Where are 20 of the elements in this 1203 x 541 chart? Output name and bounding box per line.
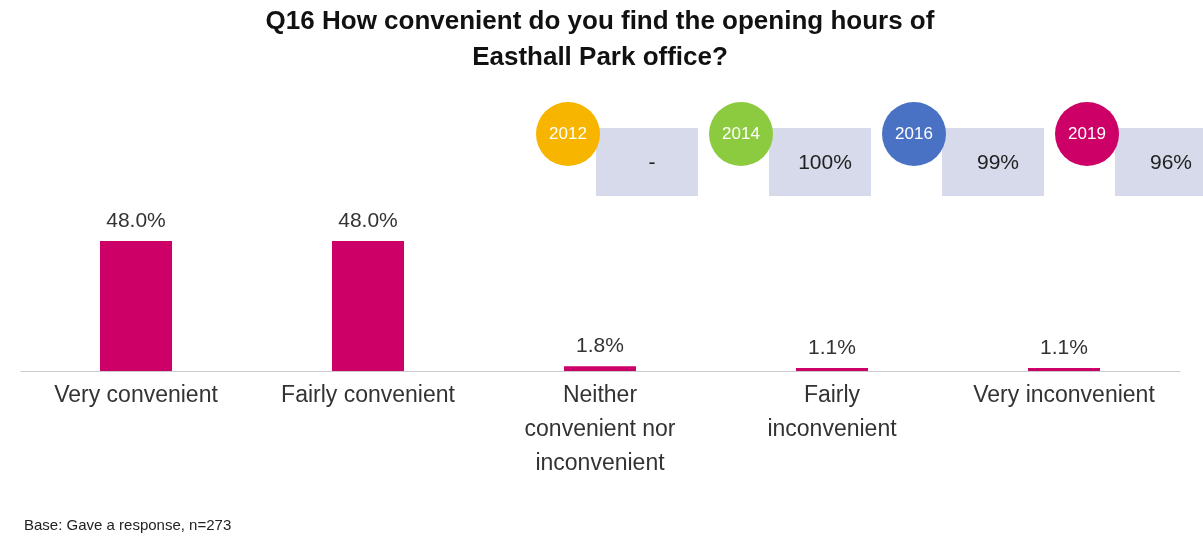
data-label: 48.0% [106,208,166,231]
text: 2019 [1055,102,1119,166]
text: 2014 [709,102,773,166]
x-tick-label: Very convenient [54,380,219,407]
chart-title: Q16 How convenient do you find the opening hours of Easthall Park office? [265,5,935,71]
data-label: 1.1% [1040,335,1088,359]
text: - [596,128,698,196]
x-tick-label: Neither convenient nor inconvenient [524,380,676,475]
text: Base: Gave a response, n=273 [24,516,232,533]
x-tick-label: Very inconvenient [973,380,1156,407]
text: 99% [942,128,1044,196]
text: 96% [1115,128,1203,196]
data-label: 1.8% [576,333,624,357]
text: 100% [769,128,871,196]
data-label: 48.0% [338,208,398,231]
text: 2012 [536,102,600,166]
x-tick-label: Fairly convenient [281,380,456,407]
data-label: 1.1% [808,335,856,359]
text: 2016 [882,102,946,166]
x-tick-label: Fairly inconvenient [767,380,898,441]
